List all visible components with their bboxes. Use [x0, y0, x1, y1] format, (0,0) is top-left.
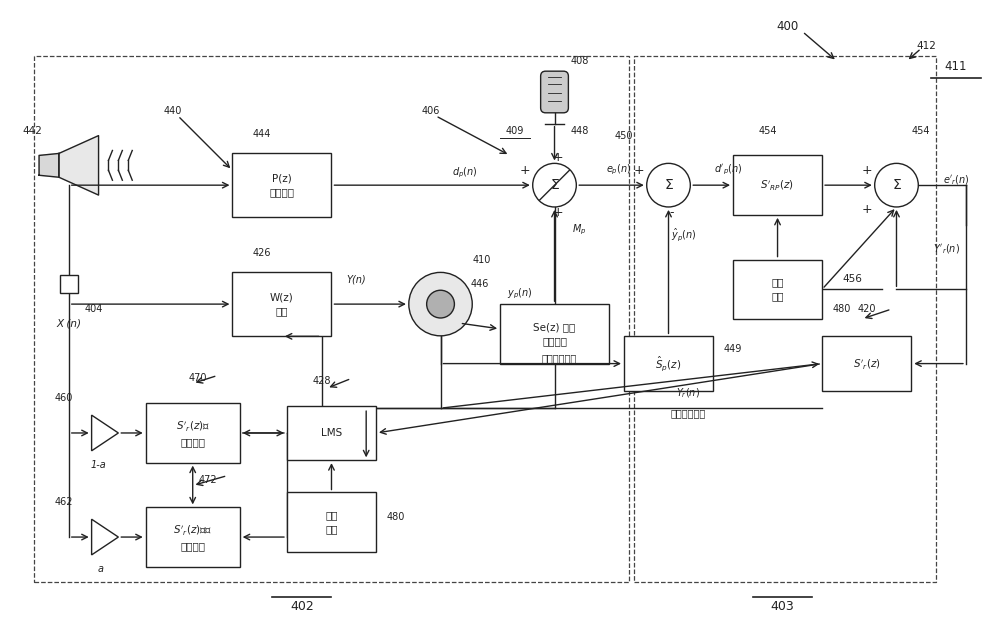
Text: 428: 428 [312, 377, 331, 387]
Circle shape [533, 164, 576, 207]
FancyBboxPatch shape [60, 275, 78, 293]
Circle shape [647, 164, 690, 207]
FancyBboxPatch shape [146, 507, 240, 567]
Text: 412: 412 [916, 41, 936, 51]
Text: 446: 446 [471, 280, 489, 289]
Text: Y(n): Y(n) [346, 275, 366, 284]
Text: Se(z) 实际
次级路径: Se(z) 实际 次级路径 [533, 322, 576, 346]
Text: 头部
跟踪: 头部 跟踪 [771, 277, 784, 301]
Text: +: + [519, 164, 530, 177]
Text: 460: 460 [55, 393, 73, 403]
Text: 448: 448 [570, 126, 588, 136]
Polygon shape [92, 415, 118, 451]
Circle shape [427, 290, 454, 318]
Text: $Y'_r(n)$: $Y'_r(n)$ [933, 243, 960, 256]
Polygon shape [92, 519, 118, 555]
Text: +: + [633, 164, 644, 177]
FancyBboxPatch shape [287, 406, 376, 460]
FancyBboxPatch shape [232, 153, 331, 217]
Text: 411: 411 [945, 60, 967, 73]
FancyBboxPatch shape [541, 71, 568, 113]
Text: $d_p(n)$: $d_p(n)$ [452, 166, 478, 181]
Text: 420: 420 [858, 304, 876, 314]
Text: 1-a: 1-a [91, 460, 106, 470]
FancyBboxPatch shape [733, 259, 822, 319]
Text: 402: 402 [290, 600, 314, 613]
Text: 454: 454 [912, 126, 931, 136]
Text: P(z)
初级路径: P(z) 初级路径 [269, 173, 294, 197]
Text: $\Sigma$: $\Sigma$ [892, 178, 901, 192]
Text: 426: 426 [253, 247, 271, 257]
Circle shape [409, 273, 472, 336]
Text: 480: 480 [833, 304, 851, 314]
Text: 408: 408 [570, 56, 588, 67]
Text: $S'_r(z)$: $S'_r(z)$ [853, 356, 881, 371]
Text: 404: 404 [84, 304, 103, 314]
FancyBboxPatch shape [232, 272, 331, 336]
Polygon shape [59, 136, 99, 195]
FancyBboxPatch shape [146, 403, 240, 463]
Text: $S'_r(z)$当前
次级路径: $S'_r(z)$当前 次级路径 [173, 523, 212, 551]
Text: -: - [669, 207, 674, 219]
Text: $d'_p(n)$: $d'_p(n)$ [714, 163, 742, 178]
Text: 462: 462 [55, 497, 73, 507]
Text: $\hat{S}_p(z)$: $\hat{S}_p(z)$ [655, 354, 682, 373]
Text: 头部
跟踪: 头部 跟踪 [325, 510, 338, 534]
Text: 410: 410 [473, 254, 491, 264]
Text: 456: 456 [842, 275, 862, 284]
Text: $e'_r(n)$: $e'_r(n)$ [943, 174, 969, 187]
Circle shape [875, 164, 918, 207]
Text: LMS: LMS [321, 428, 342, 438]
Text: 403: 403 [771, 600, 794, 613]
Text: 物理次级路径: 物理次级路径 [542, 354, 577, 364]
Text: 409: 409 [506, 126, 524, 136]
Text: +: + [552, 207, 563, 219]
Polygon shape [39, 153, 59, 178]
Text: 440: 440 [164, 106, 182, 116]
Text: 470: 470 [188, 373, 207, 384]
FancyBboxPatch shape [822, 336, 911, 391]
Text: +: + [861, 164, 872, 177]
Text: $S'_{RP}(z)$: $S'_{RP}(z)$ [760, 178, 795, 192]
Text: 远程次级路径: 远程次级路径 [671, 408, 706, 418]
Text: $M_p$: $M_p$ [572, 223, 586, 237]
FancyBboxPatch shape [733, 155, 822, 215]
Text: +: + [552, 151, 563, 164]
Text: 444: 444 [253, 129, 271, 139]
Text: 450: 450 [615, 131, 633, 141]
Text: 472: 472 [198, 475, 217, 484]
FancyBboxPatch shape [287, 493, 376, 552]
Text: $\Sigma$: $\Sigma$ [550, 178, 559, 192]
Text: $y_p(n)$: $y_p(n)$ [507, 287, 533, 301]
Text: W(z)
当前: W(z) 当前 [270, 292, 294, 316]
Text: 400: 400 [776, 20, 799, 33]
Text: a: a [98, 564, 104, 574]
Text: 454: 454 [758, 126, 777, 136]
Text: 406: 406 [421, 106, 440, 116]
Text: $\Sigma$: $\Sigma$ [664, 178, 673, 192]
Text: $\hat{y}_p(n)$: $\hat{y}_p(n)$ [671, 226, 696, 243]
FancyBboxPatch shape [500, 304, 609, 363]
Text: X (n): X (n) [56, 319, 81, 329]
Text: 442: 442 [22, 126, 42, 136]
Text: 449: 449 [724, 344, 742, 354]
Text: 480: 480 [387, 512, 405, 522]
Text: +: + [861, 204, 872, 216]
Text: $S'_r(z)$新
次级路径: $S'_r(z)$新 次级路径 [176, 419, 210, 447]
Text: $e_p(n)$: $e_p(n)$ [606, 163, 632, 178]
Text: $Y_r(n)$: $Y_r(n)$ [676, 387, 700, 400]
FancyBboxPatch shape [624, 336, 713, 391]
